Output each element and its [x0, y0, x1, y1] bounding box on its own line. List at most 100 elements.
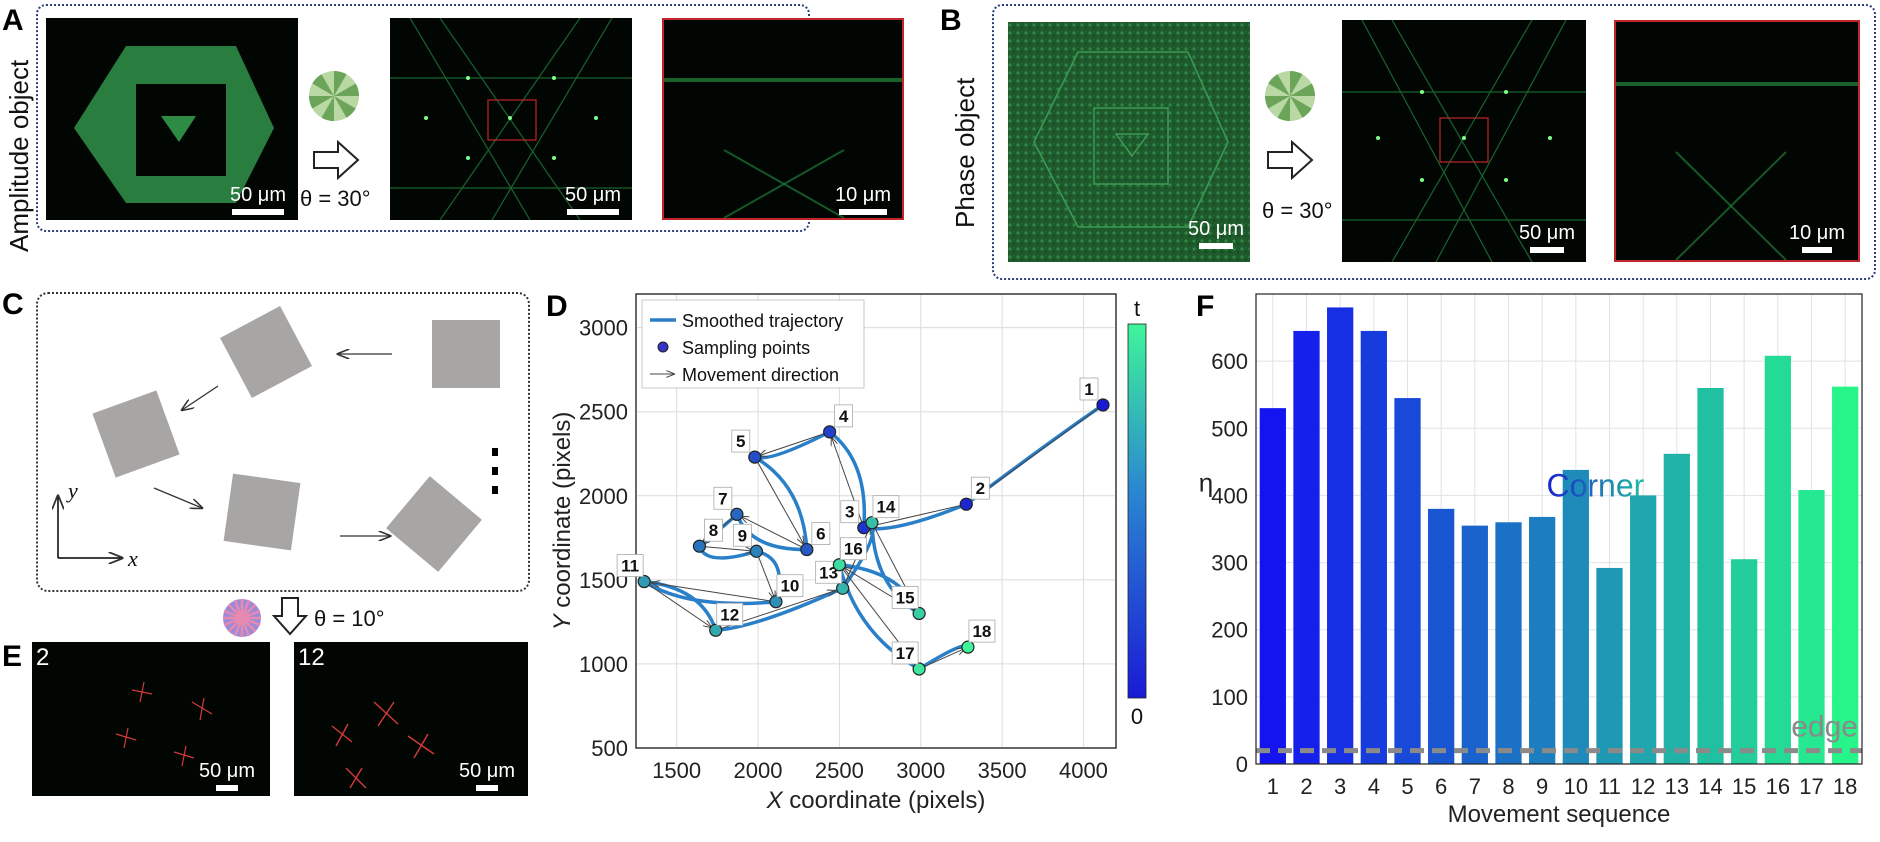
x-tick-label-8: 9	[1536, 774, 1548, 799]
sampling-point-11	[637, 574, 651, 589]
bar-2	[1293, 330, 1320, 764]
scale-bar-e2: 50 μm	[452, 760, 522, 791]
frame-12-label: 12	[298, 644, 325, 671]
x-tick-label-4: 5	[1401, 774, 1413, 799]
amplitude-object-drawing	[74, 46, 274, 203]
panel-a-side-label: Amplitude object	[4, 59, 34, 252]
axis-x-label: x	[128, 546, 138, 571]
frame-2-image: 2 50 μm	[32, 642, 270, 796]
x-axis-label: X coordinate (pixels)	[766, 787, 986, 814]
panel-b-letter: B	[940, 4, 962, 37]
phase-zoom-image: 10 μm	[1614, 20, 1860, 262]
bar-7	[1461, 525, 1488, 764]
amplitude-zoom-image: 10 μm	[662, 18, 904, 220]
corner-annotation: Corner	[1546, 468, 1644, 504]
y-axis-label: η	[1199, 467, 1213, 497]
x-tick-label-11: 12	[1631, 774, 1655, 799]
movement-arrow-11	[652, 583, 777, 603]
sampling-point-13	[836, 581, 850, 595]
panel-e-letter: E	[2, 640, 23, 673]
bar-16	[1764, 355, 1791, 764]
point-label-5: 5	[736, 432, 745, 451]
colorbar	[1127, 323, 1147, 699]
sampling-point-4	[823, 425, 837, 439]
movement-arrow-6	[754, 456, 804, 544]
point-label-10: 10	[780, 577, 799, 596]
point-label-15: 15	[896, 588, 915, 607]
y-tick-label-4: 2500	[579, 400, 628, 425]
x-tick-label-12: 13	[1665, 774, 1689, 799]
y-tick-label-0: 0	[1236, 752, 1248, 777]
frame-12-image: 12 50 μm	[294, 642, 528, 796]
sampling-point-16	[832, 558, 846, 572]
point-label-box-7	[713, 486, 733, 510]
panel-c-arrows	[36, 292, 498, 588]
movement-arrow-9	[699, 545, 753, 551]
x-tick-label-15: 16	[1766, 774, 1790, 799]
theta-10-wheel-icon	[222, 598, 262, 643]
point-label-box-11	[616, 554, 644, 577]
scale-bar-a3: 10 μm	[830, 184, 896, 215]
x-tick-label-1: 2	[1300, 774, 1312, 799]
phase-zoom-pattern	[1616, 82, 1858, 260]
x-tick-label-16: 17	[1799, 774, 1823, 799]
x-tick-label-5: 4000	[1059, 758, 1108, 783]
panel-c-frame	[36, 292, 530, 592]
bar-13	[1663, 453, 1690, 764]
x-tick-label-4: 3500	[978, 758, 1027, 783]
movement-arrow-3	[870, 503, 967, 526]
x-tick-label-3: 4	[1368, 774, 1380, 799]
panel-a-letter: A	[2, 4, 24, 37]
point-label-11: 11	[621, 557, 639, 576]
trajectory-chart: 1500 2000 2500 3000 3500 40005001000150020002…	[549, 293, 1147, 814]
plot-border	[1255, 293, 1863, 765]
y-tick-label-6: 600	[1211, 349, 1248, 374]
pinwheel-icon-b	[1264, 70, 1316, 122]
point-label-16: 16	[844, 540, 863, 559]
frame-12-crosses	[331, 701, 435, 789]
phase-fourier-image: 50 μm	[1342, 20, 1586, 262]
bar-3	[1327, 307, 1354, 764]
phase-object-image: 50 μm	[1008, 22, 1250, 262]
bar-17	[1798, 490, 1825, 764]
sampling-point-12	[709, 623, 723, 637]
panel-b-frame	[992, 4, 1876, 280]
theta-30-wheel-icon-b	[1264, 70, 1316, 127]
point-label-box-3	[840, 500, 860, 524]
sampling-point-15	[912, 606, 926, 621]
phase-object-drawing	[1008, 22, 1250, 262]
sampling-point-6	[800, 542, 814, 557]
y-tick-label-5: 500	[1211, 416, 1248, 441]
sampling-point-7	[730, 507, 744, 521]
point-label-9: 9	[738, 526, 747, 545]
legend-item-2: Movement direction	[682, 365, 839, 385]
x-tick-label-2: 3	[1334, 774, 1346, 799]
sampling-point-10	[769, 595, 783, 609]
sampling-point-2	[959, 497, 973, 511]
x-tick-label-9: 10	[1564, 774, 1588, 799]
movement-arrow-10	[755, 551, 774, 598]
axis-y-label: y	[68, 478, 78, 503]
x-tick-label-3: 3000	[896, 758, 945, 783]
bar-10	[1562, 469, 1589, 764]
x-tick-label-5: 6	[1435, 774, 1447, 799]
arrow-right-icon-b	[1266, 139, 1314, 185]
frame-2-crosses	[115, 681, 213, 767]
theta-label-b: θ = 30°	[1262, 198, 1333, 223]
point-label-box-12	[716, 602, 744, 626]
x-tick-label-13: 14	[1698, 774, 1722, 799]
point-label-1: 1	[1084, 380, 1093, 399]
striped-pinwheel-icon	[223, 599, 261, 637]
point-label-box-14	[872, 495, 900, 519]
point-label-18: 18	[972, 622, 991, 641]
pinwheel-icon	[308, 70, 360, 122]
y-tick-label-0: 500	[591, 736, 628, 761]
panel-c-letter: C	[2, 288, 24, 321]
movement-arrow-2	[975, 404, 1104, 498]
y-tick-label-3: 2000	[579, 484, 628, 509]
scale-bar-a2: 50 μm	[560, 184, 626, 215]
bar-11	[1596, 567, 1623, 764]
point-label-box-10	[776, 574, 804, 598]
bar-8	[1495, 522, 1522, 764]
